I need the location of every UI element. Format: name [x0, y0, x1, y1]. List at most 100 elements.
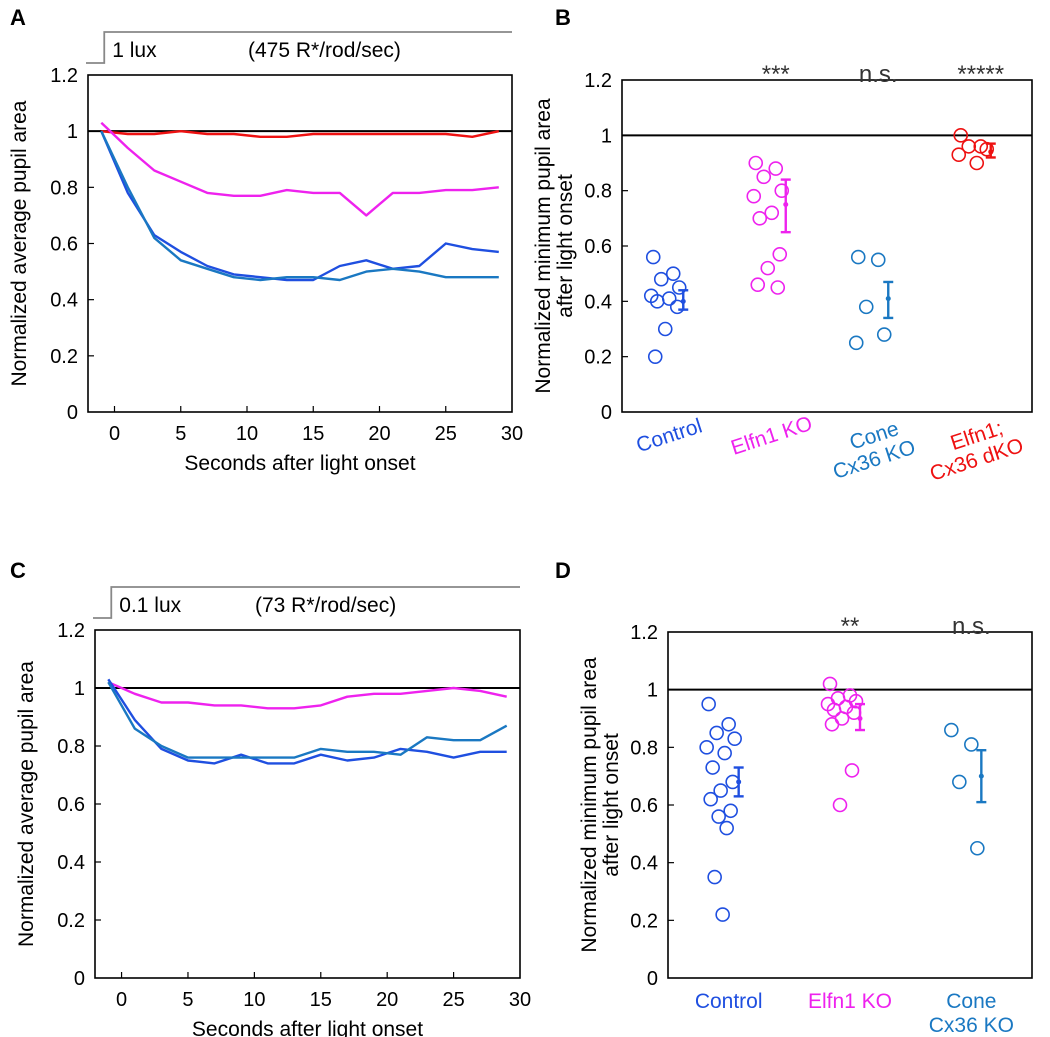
- data-point: [876, 327, 892, 342]
- y-tick-label: 0: [74, 968, 85, 990]
- y-tick-label: 0.8: [584, 181, 612, 203]
- data-point: [653, 271, 669, 287]
- stimulus-trace: [86, 31, 512, 64]
- series-line-control: [100, 130, 499, 282]
- data-point: [703, 791, 718, 807]
- data-point: [826, 702, 842, 718]
- y-tick-label: 0.2: [50, 346, 78, 368]
- data-point: [834, 711, 850, 726]
- mean-marker: [885, 296, 891, 302]
- data-point: [870, 252, 886, 268]
- y-tick-label: 0.2: [630, 910, 658, 932]
- data-point: [661, 291, 677, 306]
- data-point: [964, 737, 979, 752]
- y-tick-label: 0: [647, 968, 658, 990]
- category-label: Cone: [946, 990, 996, 1013]
- data-point: [764, 205, 780, 221]
- data-point: [705, 760, 720, 775]
- data-point: [944, 722, 959, 738]
- x-tick-label: 10: [243, 989, 265, 1011]
- data-point: [756, 169, 772, 185]
- y-tick-label: 0: [601, 402, 612, 424]
- data-point: [824, 716, 840, 732]
- data-point: [848, 335, 864, 351]
- x-tick-label: 5: [182, 989, 193, 1011]
- stimulus-label: 0.1 lux: [119, 594, 181, 617]
- stimulus-detail: (475 R*/rod/sec): [248, 39, 401, 62]
- y-axis-label-line2: after light onset: [554, 174, 577, 318]
- significance-marker: **: [841, 613, 860, 640]
- data-point: [665, 266, 681, 281]
- y-tick-label: 1.2: [630, 622, 658, 644]
- y-axis-label-line2: after light onset: [600, 733, 623, 877]
- data-point: [953, 128, 969, 143]
- x-tick-label: 0: [109, 423, 120, 445]
- stimulus-trace: [93, 586, 520, 619]
- y-tick-label: 0.6: [57, 794, 85, 816]
- data-point: [715, 907, 730, 922]
- y-axis-label-line1: Normalized minimum pupil area: [578, 657, 601, 953]
- x-tick-label: 25: [435, 423, 457, 445]
- data-point: [647, 349, 663, 364]
- data-point: [713, 783, 728, 798]
- mean-marker: [736, 779, 742, 785]
- y-tick-label: 0.6: [50, 234, 78, 256]
- stimulus-label: 1 lux: [112, 39, 157, 62]
- x-tick-label: 15: [310, 989, 332, 1011]
- data-point: [850, 249, 866, 265]
- y-tick-label: 1: [67, 121, 78, 143]
- data-point: [645, 249, 661, 265]
- data-point: [772, 247, 788, 262]
- series-line-elfn1: [107, 681, 507, 710]
- x-tick-label: 0: [116, 989, 127, 1011]
- y-tick-label: 0.8: [630, 737, 658, 759]
- data-point: [727, 731, 742, 746]
- data-point: [822, 676, 838, 692]
- panel-a-axes: 0 0.2 0.4 0.6 0.8 1 1.2: [50, 65, 513, 424]
- category-label: Control: [695, 990, 763, 1013]
- significance-marker: *****: [957, 61, 1004, 88]
- data-point: [858, 299, 874, 315]
- panel-letter-c: C: [10, 558, 26, 583]
- data-point: [723, 803, 738, 819]
- significance-marker: n.s.: [859, 61, 898, 88]
- series-line-cone_cx36: [100, 130, 499, 282]
- category-label: Elfn1 KO: [808, 990, 892, 1013]
- data-point: [970, 840, 985, 856]
- data-point: [951, 147, 967, 162]
- data-point: [746, 188, 762, 204]
- y-tick-label: 0.8: [50, 177, 78, 199]
- data-point: [709, 725, 724, 741]
- stimulus-detail: (73 R*/rod/sec): [255, 594, 396, 617]
- series-line-elfn1: [100, 121, 499, 217]
- x-tick-label: 25: [442, 989, 464, 1011]
- y-tick-label: 1.2: [50, 65, 78, 87]
- y-tick-label: 0.2: [57, 910, 85, 932]
- mean-marker: [978, 773, 984, 779]
- y-tick-label: 0.4: [57, 852, 85, 874]
- mean-marker: [783, 202, 789, 207]
- plot-frame: [94, 629, 521, 979]
- panel-b-axes: 0 0.2 0.4 0.6 0.8 1 1.2: [584, 70, 1033, 424]
- data-point: [969, 155, 985, 171]
- y-tick-label: 1: [647, 680, 658, 702]
- y-tick-label: 1: [601, 125, 612, 147]
- y-tick-label: 0.4: [630, 853, 658, 875]
- x-tick-label: 30: [509, 989, 531, 1011]
- category-label: Control: [633, 414, 704, 457]
- x-tick-label: 20: [376, 989, 398, 1011]
- y-axis-label: Normalized average pupil area: [15, 661, 38, 947]
- y-tick-label: 0.6: [630, 795, 658, 817]
- significance-marker: n.s.: [952, 613, 991, 640]
- category-label: Cx36 KO: [929, 1014, 1014, 1037]
- y-tick-label: 1.2: [584, 70, 612, 92]
- data-point: [748, 155, 764, 171]
- data-point: [649, 294, 665, 309]
- plot-frame: [667, 631, 1033, 979]
- significance-marker: ***: [762, 61, 790, 88]
- data-point: [721, 716, 736, 732]
